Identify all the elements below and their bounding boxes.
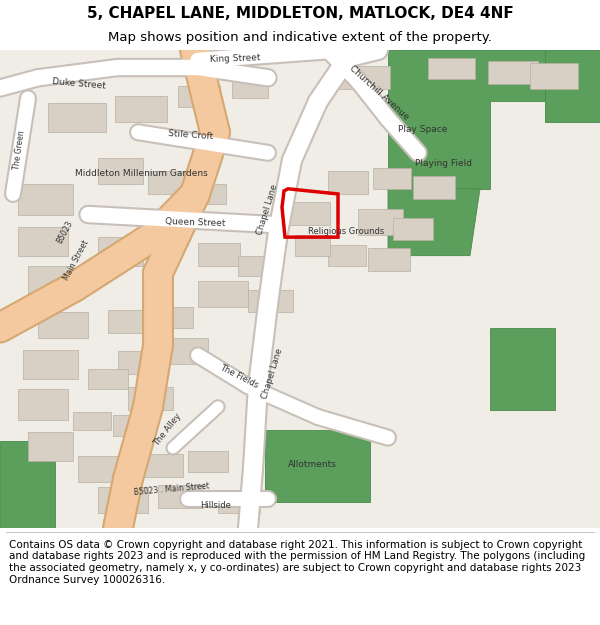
Text: Stile Croft: Stile Croft [168,129,214,141]
Text: Churchill Avenue: Churchill Avenue [348,64,411,122]
Text: King Street: King Street [210,53,261,64]
Text: Hillside: Hillside [200,501,231,510]
Text: The Green: The Green [12,129,26,170]
Text: The Alley: The Alley [152,411,183,447]
Bar [18,227,68,256]
Text: Main Street: Main Street [62,239,91,282]
Bar [138,454,183,477]
Bar [188,451,228,472]
Bar [218,492,260,512]
Bar [158,338,208,364]
Bar [18,184,73,214]
Polygon shape [265,431,370,502]
Polygon shape [388,50,545,189]
Text: 5, CHAPEL LANE, MIDDLETON, MATLOCK, DE4 4NF: 5, CHAPEL LANE, MIDDLETON, MATLOCK, DE4 … [86,6,514,21]
Text: Chapel Lane: Chapel Lane [260,348,284,400]
Text: The Fields: The Fields [218,362,260,389]
Text: Allotments: Allotments [288,460,337,469]
Bar [128,388,173,410]
Bar [158,485,203,508]
Text: Play Space: Play Space [398,124,448,134]
Bar [98,487,148,512]
Bar [198,281,248,307]
Text: B5023: B5023 [55,219,74,245]
Bar [113,415,155,436]
Bar [295,235,330,256]
Bar [28,432,73,461]
Bar [48,104,106,132]
Bar [290,202,330,225]
Bar [28,266,73,297]
Bar [238,256,276,276]
Bar [358,209,403,235]
Bar [248,289,293,312]
Text: Contains OS data © Crown copyright and database right 2021. This information is : Contains OS data © Crown copyright and d… [9,540,585,584]
Bar [368,249,410,271]
Bar [38,312,88,338]
Bar [153,307,193,328]
Bar [188,184,226,204]
Bar [73,412,111,431]
Bar [328,246,366,266]
Bar [108,310,150,332]
Text: Middleton Millenium Gardens: Middleton Millenium Gardens [75,169,208,178]
Bar [148,171,188,194]
Text: B5023 . Main Street: B5023 . Main Street [133,481,209,497]
Bar [198,243,240,266]
Bar [115,96,167,122]
Bar [338,66,390,89]
Bar [118,351,163,374]
Bar [413,176,455,199]
Bar [78,456,128,482]
Bar [98,158,143,184]
Bar [428,58,475,79]
Text: Map shows position and indicative extent of the property.: Map shows position and indicative extent… [108,31,492,44]
Text: Playing Field: Playing Field [415,159,472,168]
Polygon shape [0,441,55,528]
Bar [88,369,128,389]
Bar [18,389,68,420]
Bar [393,217,433,240]
Text: Chapel Lane: Chapel Lane [255,183,279,236]
Polygon shape [545,50,600,122]
Bar [232,80,268,98]
Bar [373,168,411,189]
Bar [530,63,578,89]
Text: Religious Grounds: Religious Grounds [308,228,384,236]
Bar [488,61,538,84]
Polygon shape [490,328,555,410]
Bar [138,219,188,246]
Text: Queen Street: Queen Street [165,217,226,228]
Text: Duke Street: Duke Street [52,77,106,91]
Bar [98,237,143,266]
Bar [23,350,78,379]
Bar [178,86,220,106]
Bar [328,171,368,194]
Polygon shape [388,189,480,256]
